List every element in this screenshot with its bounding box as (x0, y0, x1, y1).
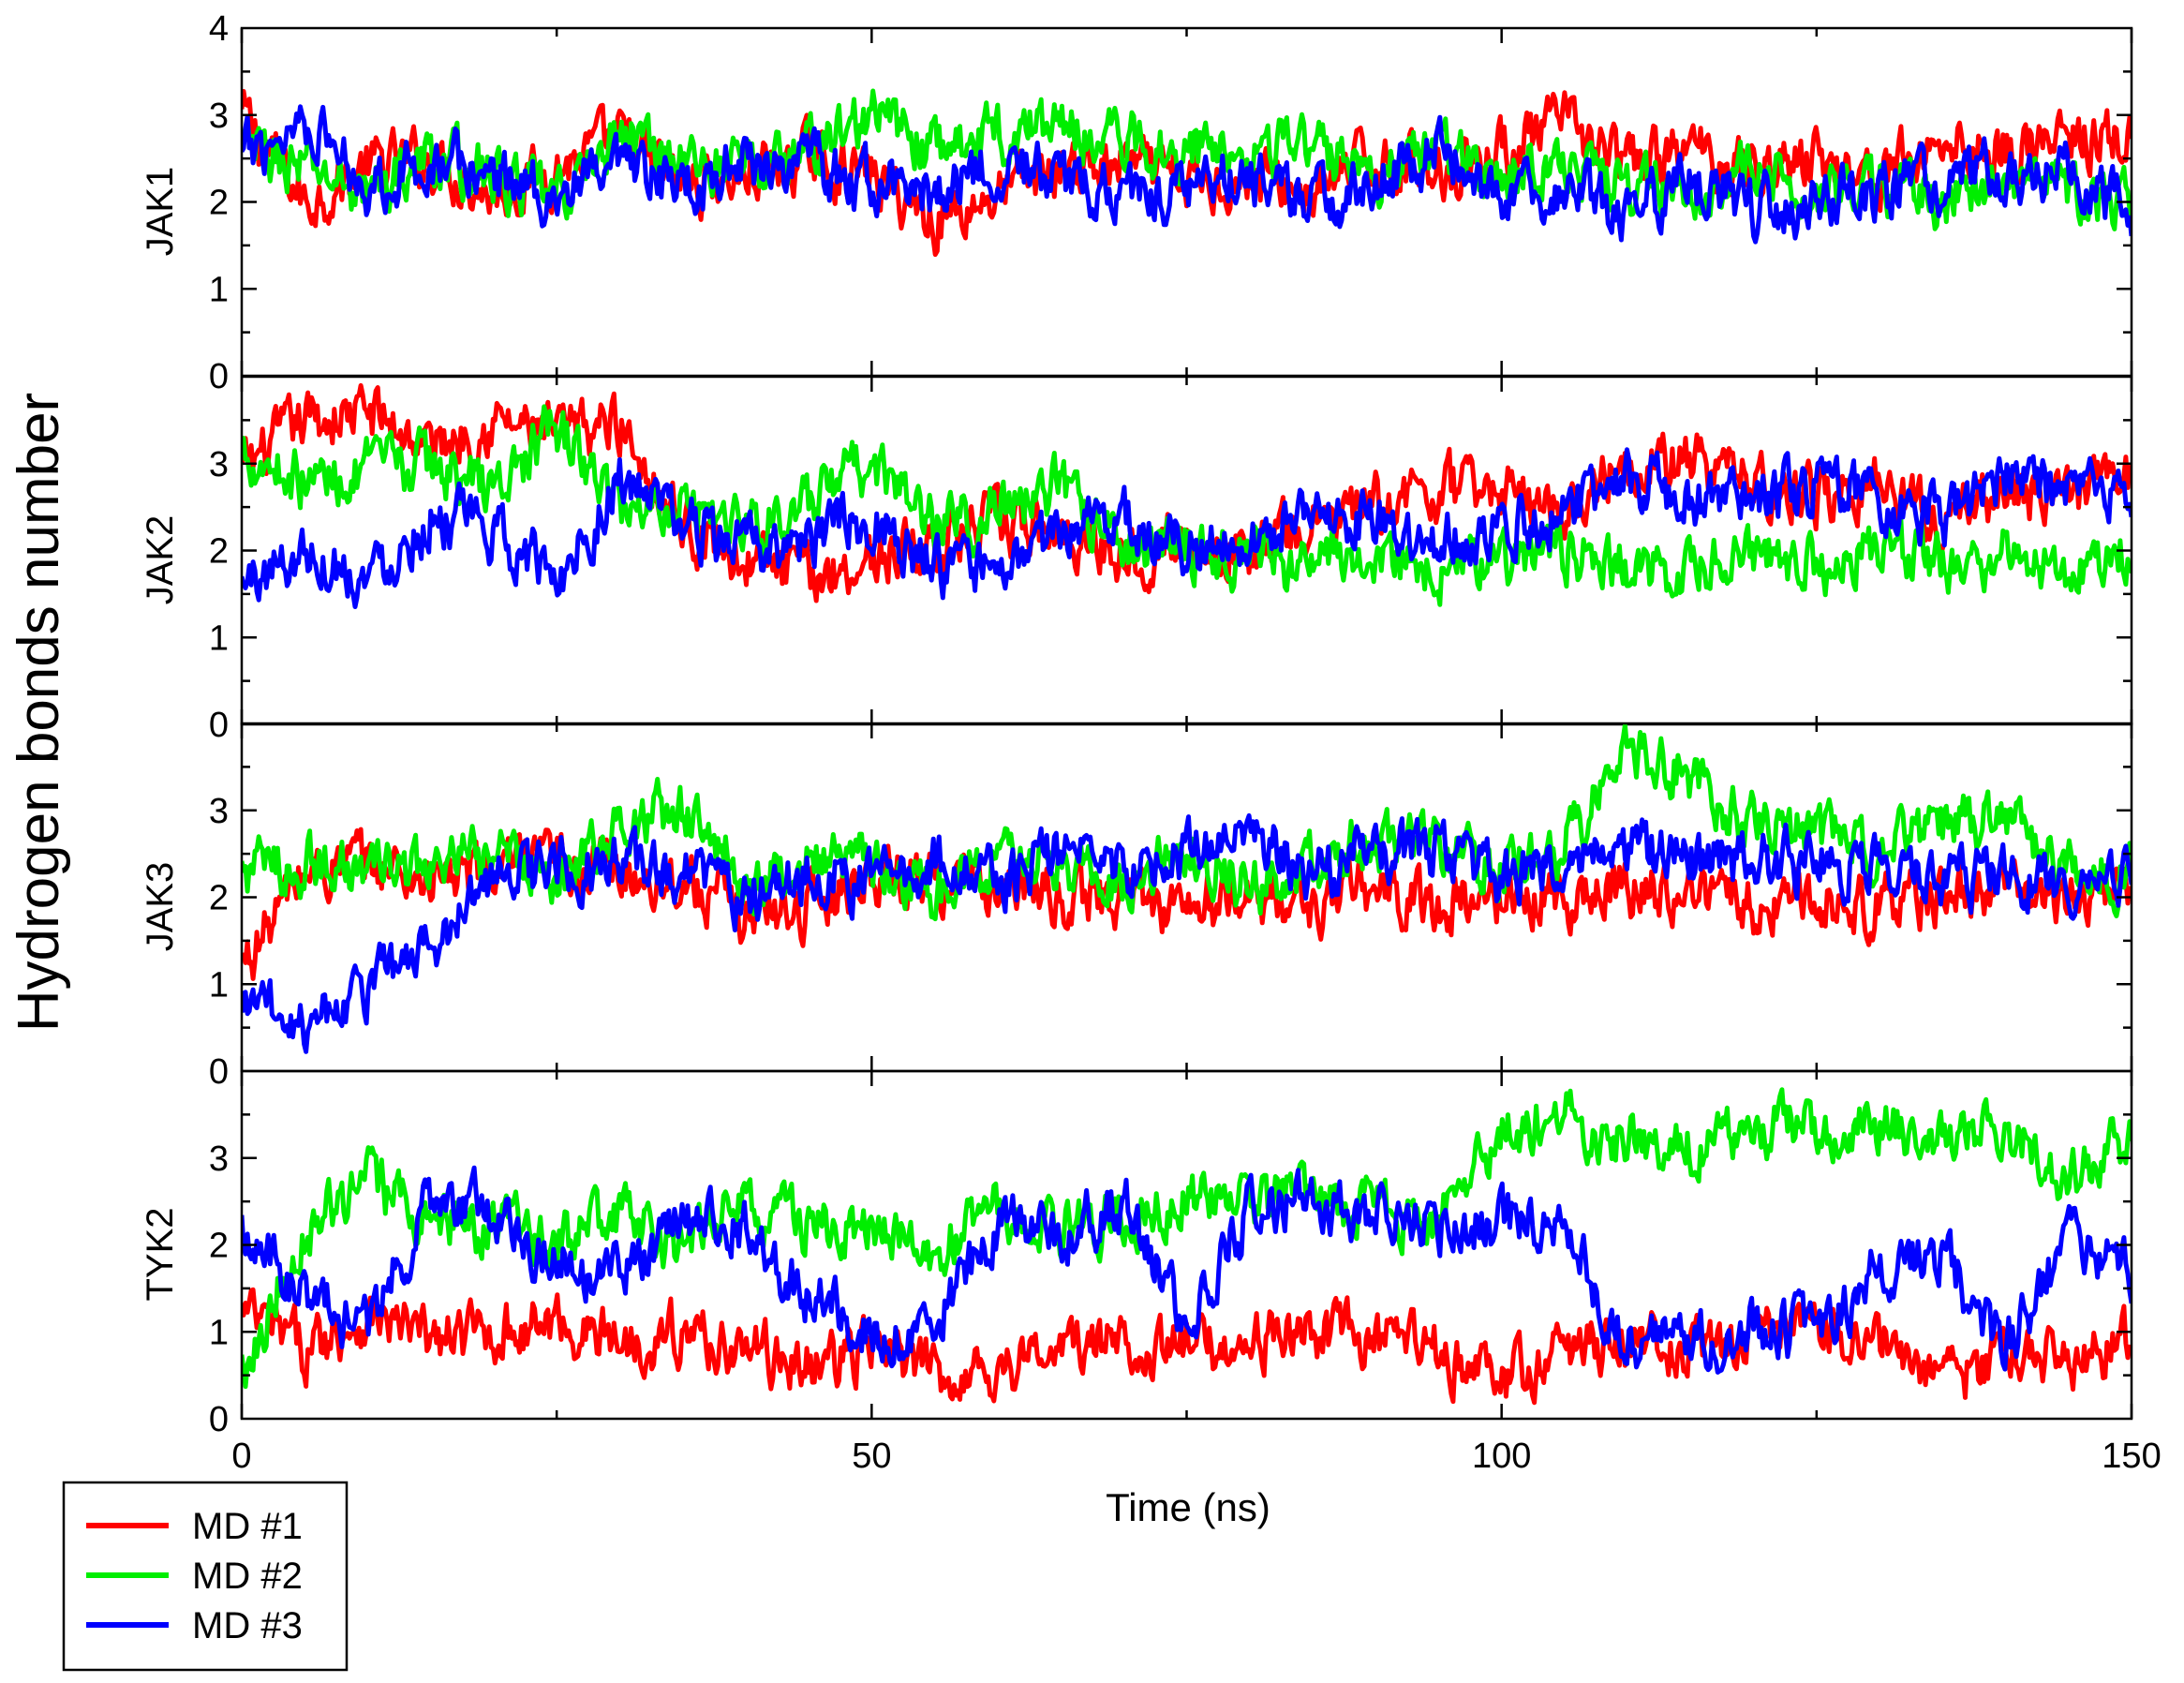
x-axis-title: Time (ns) (1106, 1485, 1270, 1529)
y-tick-label: 1 (209, 618, 229, 658)
panel-label-tyk2: TYK2 (140, 1207, 181, 1301)
x-tick-label: 0 (231, 1437, 251, 1476)
y-tick-label: 3 (209, 97, 229, 136)
series-line-jak3-md2 (242, 723, 2132, 922)
y-tick-label: 0 (209, 1400, 229, 1439)
legend-label-md2: MD #2 (192, 1556, 303, 1597)
panel-jak2: 0 1 2 3 JAK2 (140, 375, 2133, 745)
y-tick-label: 1 (209, 1313, 229, 1352)
x-tick-label: 150 (2102, 1437, 2161, 1476)
series-line-tyk2-md2 (242, 1087, 2132, 1390)
y-tick-label: 3 (209, 792, 229, 831)
legend-label-md1: MD #1 (192, 1506, 303, 1547)
panel-series-group (242, 382, 2132, 609)
y-tick-label: 1 (209, 965, 229, 1005)
panel-series-group (242, 723, 2132, 1054)
y-tick-label: 2 (209, 1227, 229, 1266)
series-line-jak1-md3 (242, 104, 2132, 245)
panel-tyk2: 0 1 2 3 TYK2 (140, 1069, 2133, 1439)
x-tick-label: 100 (1472, 1437, 1531, 1476)
legend: MD #1 MD #2 MD #3 (62, 1481, 349, 1672)
series-line-jak3-md3 (242, 812, 2132, 1054)
panel-series-group (242, 88, 2132, 258)
panel-series-group (242, 1087, 2132, 1406)
legend-label-md3: MD #3 (192, 1605, 303, 1646)
y-tick-label: 2 (209, 184, 229, 223)
panels-layer: 0 1 2 3 4 JAK1 0 1 2 3 JAK2 0 1 2 3 JAK3 0 1 2 3 TYK2 0 50 100 1… (140, 9, 2162, 1476)
y-tick-label: 0 (209, 706, 229, 745)
y-tick-label: 0 (209, 1052, 229, 1092)
y-tick-label: 1 (209, 270, 229, 309)
y-tick-label: 3 (209, 445, 229, 484)
panel-label-jak3: JAK3 (140, 862, 181, 952)
series-line-tyk2-md3 (242, 1165, 2132, 1375)
y-tick-label: 3 (209, 1139, 229, 1179)
series-line-jak3-md1 (242, 827, 2132, 981)
series-line-tyk2-md1 (242, 1287, 2132, 1406)
panel-label-jak2: JAK2 (140, 515, 181, 605)
legend-box (62, 1481, 349, 1672)
y-tick-label: 4 (209, 9, 229, 49)
panel-label-jak1: JAK1 (140, 167, 181, 257)
y-tick-label: 2 (209, 532, 229, 572)
panel-jak3: 0 1 2 3 JAK3 (140, 722, 2133, 1092)
y-tick-label: 0 (209, 357, 229, 396)
panel-jak1: 0 1 2 3 4 JAK1 (140, 9, 2133, 396)
main-y-axis-title: Hydrogen bonds number (7, 393, 71, 1032)
x-tick-label: 50 (852, 1437, 891, 1476)
series-line-jak2-md3 (242, 447, 2132, 609)
y-tick-label: 2 (209, 879, 229, 918)
